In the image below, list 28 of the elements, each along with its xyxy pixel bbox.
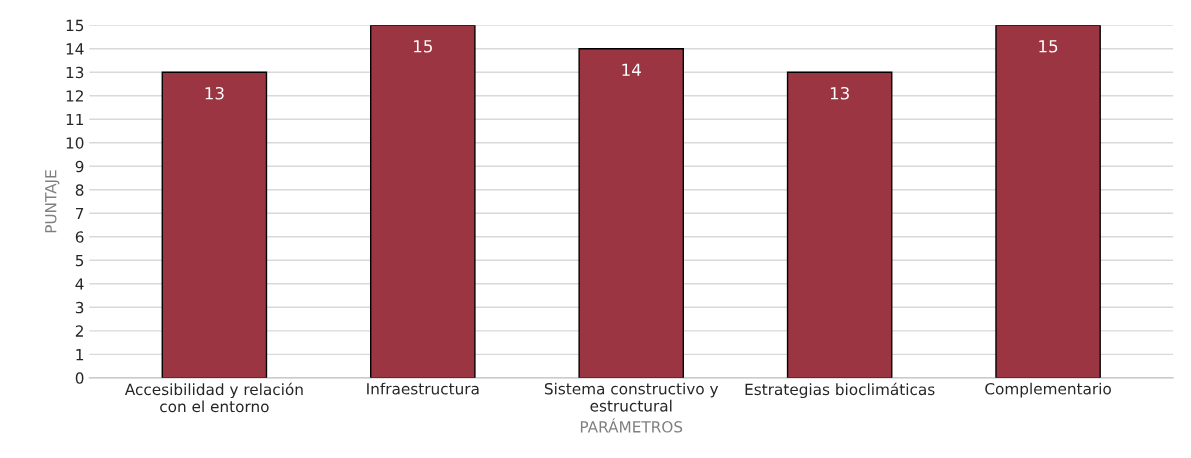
y-tick-label: 5 (75, 254, 84, 267)
x-tick-label: Infraestructura (367, 382, 479, 395)
y-tick-label: 1 (76, 349, 84, 361)
y-tick-label: 14 (66, 43, 84, 55)
data-label: 13 (830, 86, 849, 100)
y-tick-label: 6 (75, 231, 84, 243)
data-label: 15 (1039, 40, 1058, 53)
y-tick-label: 15 (66, 19, 84, 32)
y-tick-label: 10 (66, 137, 84, 149)
data-label: 14 (622, 63, 641, 76)
y-axis-title: PUNTAJE (45, 170, 60, 233)
y-tick-label: 8 (75, 184, 84, 196)
x-tick-label: Estrategias bioclimáticas (745, 382, 935, 399)
y-tick-label: 7 (76, 207, 84, 220)
x-tick-label: Complementario (985, 382, 1111, 398)
y-tick-label: 3 (75, 301, 84, 314)
data-label: 15 (414, 40, 432, 53)
y-tick-label: 0 (75, 372, 84, 384)
y-tick-label: 4 (75, 278, 84, 290)
y-tick-label: 12 (66, 90, 83, 102)
y-tick-label: 2 (75, 325, 83, 337)
data-label: 13 (205, 86, 224, 100)
y-tick-label: 11 (66, 113, 84, 126)
x-tick-label: Accesibilidad y relación con el entorno (124, 382, 303, 413)
x-tick-label: Sistema constructivo y estructural (544, 382, 719, 412)
y-tick-label: 9 (75, 160, 84, 173)
x-axis-title: PARÁMETROS (580, 418, 683, 433)
y-tick-label: 13 (66, 66, 84, 79)
